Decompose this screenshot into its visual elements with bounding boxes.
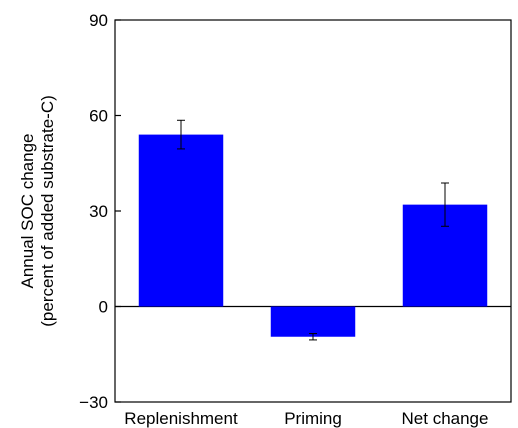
- error-bars-layer: [177, 119, 449, 341]
- y-axis-title: Annual SOC change: [18, 134, 37, 289]
- y-tick-label: 0: [99, 298, 108, 317]
- y-tick-label: 60: [89, 107, 108, 126]
- category-label: Priming: [284, 409, 342, 428]
- x-labels-layer: Replenishment Priming Net change: [124, 409, 488, 428]
- category-label: Net change: [402, 409, 489, 428]
- y-ticks-layer: −30 0 30 60 90: [79, 11, 121, 412]
- y-tick-label: 90: [89, 11, 108, 30]
- y-axis-subtitle: (percent of added substrate-C): [38, 95, 57, 327]
- bars-layer: [138, 134, 488, 337]
- bar: [270, 306, 356, 337]
- y-tick-label: −30: [79, 393, 108, 412]
- y-tick-label: 30: [89, 202, 108, 221]
- category-label: Replenishment: [124, 409, 238, 428]
- bar: [138, 134, 224, 307]
